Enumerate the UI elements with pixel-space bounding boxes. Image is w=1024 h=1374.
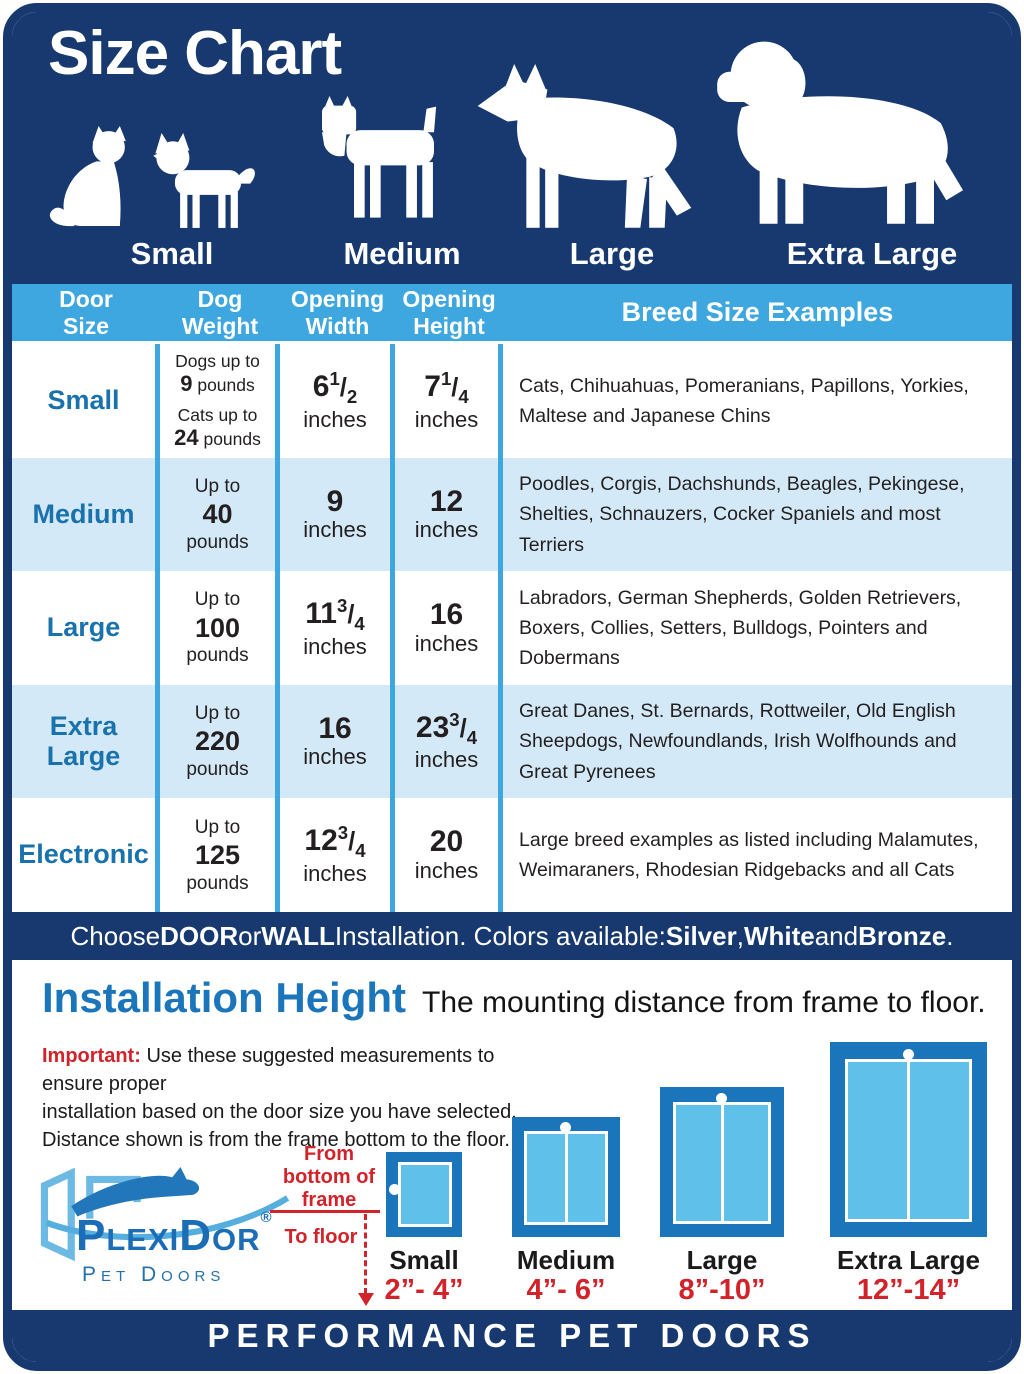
table-row-extra-large: Extra Large Up to 220 pounds 16 inches 2… bbox=[12, 684, 1012, 799]
dog-weight-cell: Up to 220 pounds bbox=[160, 684, 280, 799]
opening-height-cell: 233/4 inches bbox=[395, 684, 503, 799]
cat-silhouette-icon bbox=[38, 124, 138, 230]
footer-banner: PERFORMANCE PET DOORS bbox=[12, 1310, 1012, 1362]
door-label-large: Large bbox=[686, 1245, 758, 1275]
opening-height-cell: 20 inches bbox=[395, 798, 503, 912]
door-range-large: 8”-10” bbox=[678, 1274, 766, 1306]
door-label-extra-large: Extra Large bbox=[836, 1245, 981, 1275]
opening-height-cell: 16 inches bbox=[395, 571, 503, 685]
door-range-small: 2”- 4” bbox=[384, 1274, 464, 1306]
plexidor-logo: PlexiDor® Pet Doors bbox=[36, 1165, 296, 1305]
table-row-medium: Medium Up to 40 pounds 9 inches 12 inche… bbox=[12, 457, 1012, 572]
door-label-small: Small bbox=[389, 1245, 459, 1275]
table-row-large: Large Up to 100 pounds 113/4 inches 16 i… bbox=[12, 571, 1012, 685]
door-diagram-extra-large bbox=[830, 1042, 987, 1237]
breed-examples-text: Labradors, German Shepherds, Golden Retr… bbox=[519, 586, 962, 670]
st-bernard-silhouette-icon bbox=[710, 36, 968, 226]
installation-height-title: Installation Height bbox=[42, 974, 407, 1021]
breed-examples-text: Great Danes, St. Bernards, Rottweiler, O… bbox=[519, 700, 957, 783]
opening-width-cell: 113/4 inches bbox=[280, 571, 395, 685]
breed-examples-text: Large breed examples as listed including… bbox=[519, 828, 979, 882]
door-label-medium: Medium bbox=[516, 1245, 616, 1275]
door-size-value: Medium bbox=[32, 498, 135, 529]
logo-tagline: Pet Doors bbox=[82, 1263, 226, 1286]
column-header-opening-width: Opening Width bbox=[290, 286, 385, 339]
from-bottom-of-frame-label: From bottom of frame bbox=[282, 1143, 376, 1211]
door-size-value: Large bbox=[46, 612, 121, 643]
opening-height-cell: 71/4 inches bbox=[395, 344, 503, 458]
breed-examples-text: Cats, Chihuahuas, Pomeranians, Papillons… bbox=[519, 374, 969, 427]
door-range-medium: 4”- 6” bbox=[526, 1274, 606, 1306]
poster-frame: Size Chart bbox=[3, 3, 1021, 1371]
door-size-value: Electronic bbox=[18, 839, 149, 870]
door-diagram-large bbox=[660, 1087, 784, 1237]
down-arrow-line bbox=[364, 1214, 367, 1294]
important-note: Important: Use these suggested measureme… bbox=[42, 1045, 517, 1151]
hero-size-label-large: Large bbox=[569, 236, 655, 271]
hero-size-label-extra-large: Extra Large bbox=[786, 236, 958, 271]
table-row-electronic: Electronic Up to 125 pounds 123/4 inches… bbox=[12, 798, 1012, 912]
plexidor-logo-art bbox=[40, 1167, 290, 1262]
opening-width-cell: 9 inches bbox=[280, 457, 395, 572]
schnauzer-silhouette-icon bbox=[312, 96, 460, 224]
hero-size-label-medium: Medium bbox=[343, 236, 461, 271]
dog-weight-cell: Up to 125 pounds bbox=[160, 798, 280, 912]
logo-wordmark: PlexiDor® bbox=[76, 1209, 273, 1260]
page-title: Size Chart bbox=[48, 19, 342, 88]
hero-size-label-small: Small bbox=[130, 236, 214, 271]
door-size-value: Small bbox=[47, 384, 120, 415]
door-range-extra-large: 12”-14” bbox=[856, 1274, 961, 1306]
measure-baseline bbox=[270, 1210, 380, 1213]
opening-width-cell: 16 inches bbox=[280, 684, 395, 799]
hero-header: Size Chart bbox=[12, 12, 1012, 284]
door-size-value: Extra Large bbox=[46, 710, 121, 771]
table-row-small: Small Dogs up to 9 pounds Cats up to 24 … bbox=[12, 344, 1012, 458]
table-header-row: Door Size Dog Weight Opening Width Opening H… bbox=[12, 284, 1012, 344]
column-header-opening-height: Opening Height bbox=[402, 286, 496, 339]
installation-height-subtitle: The mounting distance from frame to floo… bbox=[422, 986, 986, 1019]
installation-options-banner: Choose DOOR or WALL Installation. Colors… bbox=[12, 912, 1012, 960]
column-header-dog-weight: Dog Weight bbox=[181, 286, 259, 339]
chihuahua-silhouette-icon bbox=[150, 132, 268, 230]
important-label: Important: bbox=[42, 1045, 141, 1067]
registered-mark: ® bbox=[260, 1209, 273, 1226]
opening-width-cell: 123/4 inches bbox=[280, 798, 395, 912]
to-floor-label: To floor bbox=[284, 1226, 358, 1248]
down-arrow-head-icon bbox=[358, 1293, 374, 1306]
opening-height-cell: 12 inches bbox=[395, 457, 503, 572]
column-header-breed-examples: Breed Size Examples bbox=[621, 296, 894, 327]
dog-weight-cell: Up to 40 pounds bbox=[160, 457, 280, 572]
column-header-door-size: Door Size bbox=[59, 286, 113, 339]
dog-weight-cell: Up to 100 pounds bbox=[160, 571, 280, 685]
size-table: Door Size Dog Weight Opening Width Opening H… bbox=[12, 284, 1012, 912]
door-diagram-medium bbox=[512, 1117, 620, 1237]
footer-text: PERFORMANCE PET DOORS bbox=[207, 1317, 817, 1354]
door-diagram-small bbox=[386, 1152, 462, 1237]
german-shepherd-silhouette-icon bbox=[474, 64, 696, 230]
installation-height-section: Installation Height The mounting distanc… bbox=[12, 960, 1012, 1310]
breed-examples-text: Poodles, Corgis, Dachshunds, Beagles, Pe… bbox=[519, 473, 965, 556]
opening-width-cell: 61/2 inches bbox=[280, 344, 395, 458]
dog-weight-cell: Dogs up to 9 pounds Cats up to 24 pounds bbox=[160, 344, 280, 458]
